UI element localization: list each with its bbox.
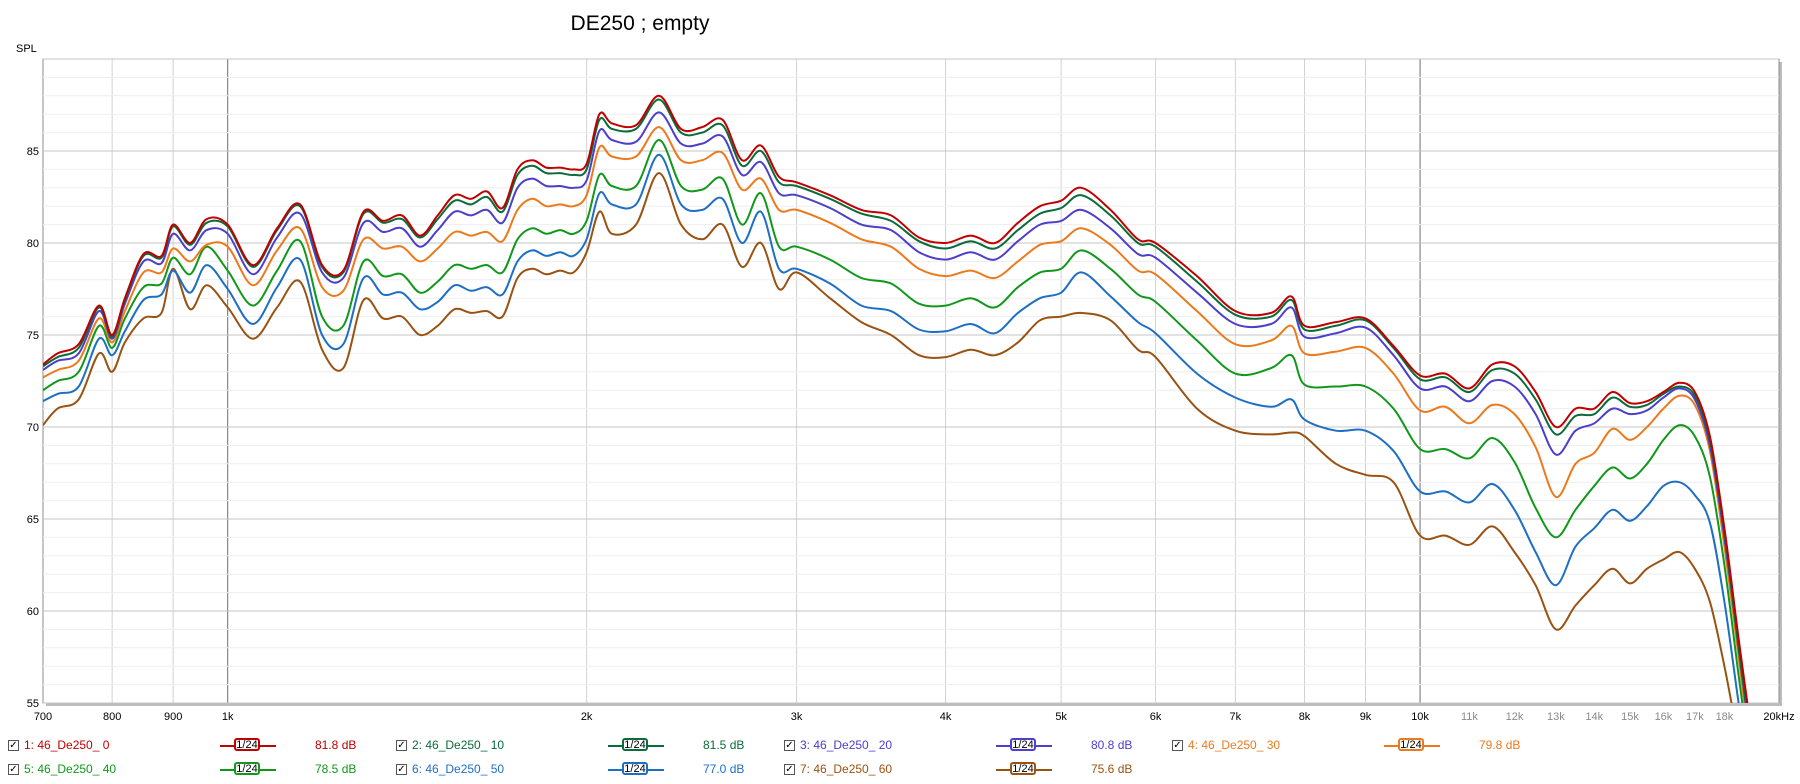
legend-item[interactable]: ✓ 7: 46_De250_ 60	[784, 761, 892, 777]
series-line-7	[43, 172, 1733, 703]
y-tick-label: 65	[27, 514, 39, 526]
legend-smoothing-button[interactable]: 1/24	[996, 761, 1052, 777]
legend-label: 1: 46_De250_ 0	[24, 738, 110, 752]
smoothing-label: 1/24	[1010, 738, 1036, 751]
legend-smoothing-button[interactable]: 1/24	[608, 737, 664, 753]
legend-item[interactable]: ✓ 3: 46_De250_ 20	[784, 737, 892, 753]
smoothing-label: 1/24	[622, 762, 648, 775]
legend-smoothing-button[interactable]: 1/24	[1384, 737, 1440, 753]
legend-smoothing-button[interactable]: 1/24	[220, 761, 276, 777]
legend-label: 4: 46_De250_ 30	[1188, 738, 1281, 752]
y-tick-label: 70	[27, 422, 39, 434]
legend-label: 3: 46_De250_ 20	[800, 738, 893, 752]
legend-item[interactable]: ✓ 6: 46_De250_ 50	[396, 761, 504, 777]
legend-checkbox[interactable]: ✓	[784, 739, 795, 751]
x-tick-label: 16k	[1655, 711, 1673, 723]
x-tick-label: 14k	[1585, 711, 1603, 723]
legend-item[interactable]: ✓ 1: 46_De250_ 0	[8, 737, 109, 753]
x-tick-label: 10k	[1411, 711, 1429, 723]
x-tick-label: 20kHz	[1763, 711, 1794, 723]
smoothing-label: 1/24	[1010, 762, 1036, 775]
x-tick-label: 900	[164, 711, 182, 723]
legend-smoothing-button[interactable]: 1/24	[996, 737, 1052, 753]
x-tick-label: 6k	[1150, 711, 1162, 723]
series-line-4	[43, 126, 1746, 703]
plot-area[interactable]: 55 60 65 70 75 80 85 700 800 900 1k 2k 3k 4k 5k 6k 7k 8k 9…	[27, 58, 1795, 784]
x-tick-label: 12k	[1506, 711, 1524, 723]
x-tick-label: 15k	[1621, 711, 1639, 723]
series-line-2	[43, 98, 1748, 703]
smoothing-label: 1/24	[1398, 738, 1424, 751]
legend-checkbox[interactable]: ✓	[396, 739, 407, 751]
smoothing-label: 1/24	[622, 738, 648, 751]
plot-frame	[42, 58, 1780, 704]
x-tick-label: 700	[34, 711, 52, 723]
legend-checkbox[interactable]: ✓	[784, 763, 795, 775]
series-line-1	[43, 94, 1749, 703]
series-line-5	[43, 138, 1744, 703]
x-tick-label: 18k	[1716, 711, 1734, 723]
y-tick-label: 75	[27, 330, 39, 342]
y-tick-label: 85	[27, 146, 39, 158]
y-tick-label: 80	[27, 238, 39, 250]
legend-smoothing-button[interactable]: 1/24	[220, 737, 276, 753]
series-line-6	[43, 153, 1740, 703]
x-tick-label: 1k	[222, 711, 234, 723]
legend-checkbox[interactable]: ✓	[1172, 739, 1183, 751]
legend-checkbox[interactable]: ✓	[396, 763, 407, 775]
x-tick-label: 800	[103, 711, 121, 723]
x-tick-label: 9k	[1360, 711, 1372, 723]
x-tick-label: 13k	[1547, 711, 1565, 723]
x-tick-label: 5k	[1055, 711, 1067, 723]
x-tick-label: 3k	[791, 711, 803, 723]
x-tick-label: 4k	[940, 711, 952, 723]
chart-title: DE250 ; empty	[571, 12, 710, 35]
legend-item[interactable]: ✓ 4: 46_De250_ 30	[1172, 737, 1280, 753]
x-tick-label: 11k	[1461, 711, 1478, 723]
x-tick-label: 8k	[1299, 711, 1311, 723]
y-axis-label: SPL	[16, 43, 37, 55]
series-line-3	[43, 111, 1747, 703]
smoothing-label: 1/24	[234, 738, 260, 751]
smoothing-label: 1/24	[234, 762, 260, 775]
legend-label: 6: 46_De250_ 50	[412, 762, 505, 776]
x-tick-label: 7k	[1230, 711, 1242, 723]
legend-checkbox[interactable]: ✓	[8, 739, 19, 751]
x-tick-label: 2k	[581, 711, 593, 723]
legend-label: 5: 46_De250_ 40	[24, 762, 117, 776]
legend-checkbox[interactable]: ✓	[8, 763, 19, 775]
legend-label: 2: 46_De250_ 10	[412, 738, 505, 752]
legend-label: 7: 46_De250_ 60	[800, 762, 893, 776]
y-tick-label: 60	[27, 606, 39, 618]
legend-smoothing-button[interactable]: 1/24	[608, 761, 664, 777]
legend-item[interactable]: ✓ 5: 46_De250_ 40	[8, 761, 116, 777]
legend-item[interactable]: ✓ 2: 46_De250_ 10	[396, 737, 504, 753]
x-tick-label: 17k	[1686, 711, 1704, 723]
y-tick-label: 55	[27, 698, 39, 710]
